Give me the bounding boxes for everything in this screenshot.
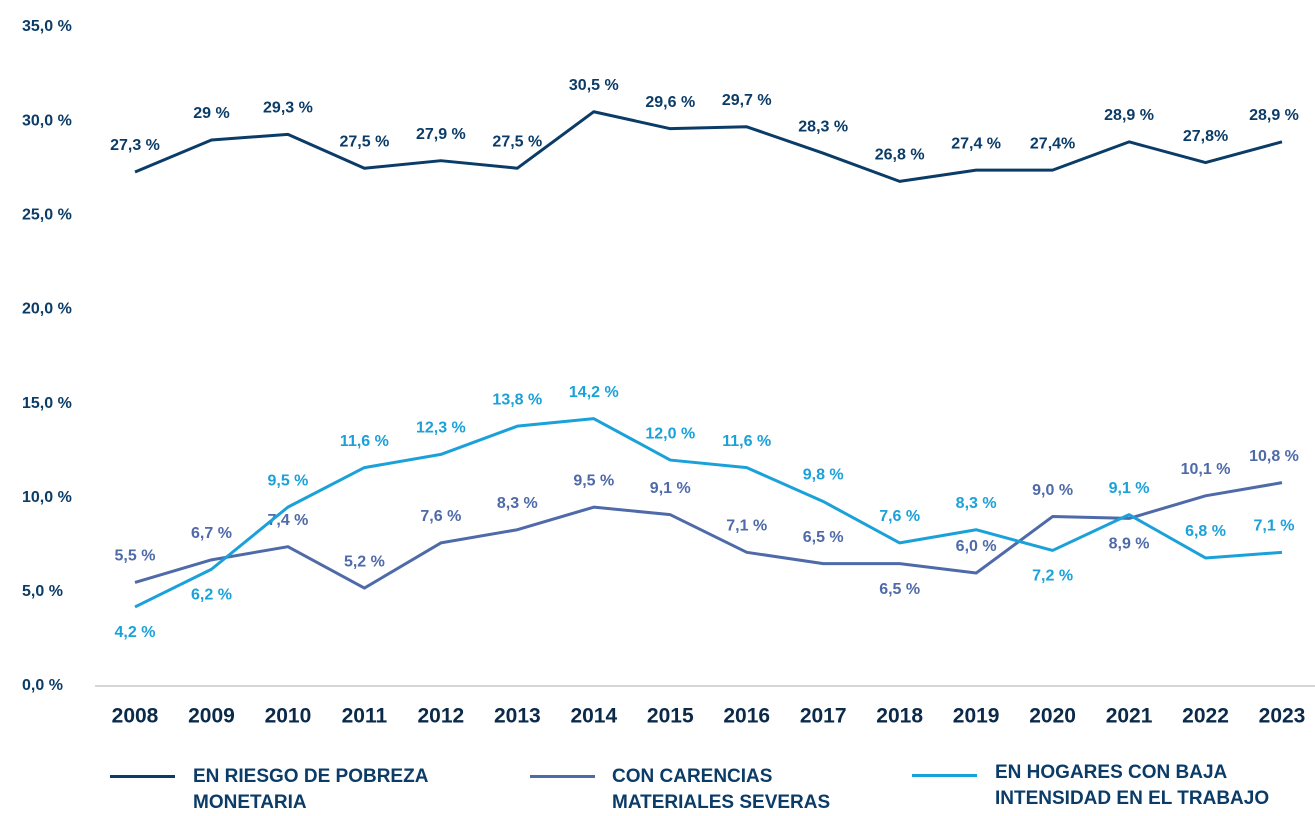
data-label: 12,0 % — [645, 425, 695, 442]
data-label: 6,2 % — [191, 586, 232, 603]
x-tick-label: 2019 — [953, 705, 1000, 728]
data-label: 9,5 % — [267, 472, 308, 489]
x-tick-label: 2009 — [188, 705, 235, 728]
legend-swatch — [912, 774, 977, 777]
data-label: 9,5 % — [573, 472, 614, 489]
data-label: 27,8% — [1183, 128, 1228, 145]
legend-label: CON CARENCIAS MATERIALES SEVERAS — [612, 766, 831, 813]
x-tick-label: 2011 — [342, 705, 388, 728]
y-tick-label: 35,0 % — [22, 18, 72, 35]
data-label: 5,5 % — [115, 548, 156, 565]
x-tick-label: 2014 — [570, 705, 617, 728]
y-tick-label: 20,0 % — [22, 301, 72, 318]
data-label: 28,3 % — [798, 118, 848, 135]
x-tick-label: 2008 — [112, 705, 159, 728]
data-label: 9,1 % — [650, 480, 691, 497]
series-line — [134, 417, 1283, 609]
series-line — [134, 110, 1283, 183]
data-label: 7,6 % — [420, 508, 461, 525]
data-label: 12,3 % — [416, 420, 466, 437]
data-label: 10,1 % — [1181, 461, 1231, 478]
data-label: 27,4% — [1030, 135, 1075, 152]
data-label: 8,3 % — [956, 495, 997, 512]
data-label: 7,1 % — [726, 518, 767, 535]
data-label: 27,9 % — [416, 126, 466, 143]
data-label: 29,6 % — [645, 94, 695, 111]
data-label: 8,9 % — [1109, 536, 1150, 553]
data-label: 4,2 % — [115, 624, 156, 641]
x-tick-label: 2023 — [1259, 705, 1306, 728]
y-tick-label: 25,0 % — [22, 207, 72, 224]
data-label: 6,0 % — [956, 538, 997, 555]
data-label: 14,2 % — [569, 384, 619, 401]
legend-label: EN HOGARES CON BAJA INTENSIDAD EN EL TRA… — [995, 762, 1270, 809]
data-label: 9,1 % — [1109, 480, 1150, 497]
series-line — [134, 481, 1283, 590]
x-tick-label: 2018 — [876, 705, 923, 728]
data-label: 11,6 % — [722, 433, 771, 450]
data-label: 27,3 % — [110, 137, 160, 154]
data-label: 28,9 % — [1249, 107, 1299, 124]
data-label: 11,6 % — [340, 433, 389, 450]
data-label: 29,7 % — [722, 92, 772, 109]
x-tick-label: 2017 — [800, 705, 847, 728]
data-label: 6,5 % — [803, 529, 844, 546]
y-tick-label: 5,0 % — [22, 583, 63, 600]
x-tick-label: 2013 — [494, 705, 541, 728]
data-label: 7,1 % — [1254, 518, 1295, 535]
data-label: 27,5 % — [492, 133, 542, 150]
x-tick-label: 2012 — [418, 705, 465, 728]
data-label: 13,8 % — [492, 391, 542, 408]
y-tick-label: 10,0 % — [22, 489, 72, 506]
y-tick-label: 0,0 % — [22, 677, 63, 694]
data-label: 6,8 % — [1185, 523, 1226, 540]
data-label: 29 % — [193, 105, 229, 122]
x-tick-label: 2016 — [723, 705, 770, 728]
data-label: 9,8 % — [803, 467, 844, 484]
y-tick-label: 30,0 % — [22, 112, 72, 129]
data-label: 30,5 % — [569, 77, 619, 94]
x-tick-label: 2010 — [265, 705, 312, 728]
data-label: 6,7 % — [191, 525, 232, 542]
x-tick-label: 2022 — [1182, 705, 1229, 728]
data-label: 27,4 % — [951, 135, 1001, 152]
data-label: 9,0 % — [1032, 482, 1073, 499]
data-label: 5,2 % — [344, 553, 385, 570]
data-label: 10,8 % — [1249, 448, 1299, 465]
data-label: 26,8 % — [875, 147, 925, 164]
data-label: 7,6 % — [879, 508, 920, 525]
x-tick-label: 2015 — [647, 705, 694, 728]
data-label: 6,5 % — [879, 581, 920, 598]
y-tick-label: 15,0 % — [22, 395, 72, 412]
data-label: 7,2 % — [1032, 568, 1073, 585]
data-label: 28,9 % — [1104, 107, 1154, 124]
legend-swatch — [530, 775, 595, 778]
data-label: 27,5 % — [339, 133, 389, 150]
x-tick-label: 2020 — [1029, 705, 1076, 728]
data-label: 29,3 % — [263, 100, 313, 117]
chart: 0,0 % 5,0 % 10,0 % 15,0 % 20,0 % 25,0 % 30,0 %… — [22, 18, 1315, 728]
data-label: 8,3 % — [497, 495, 538, 512]
x-tick-label: 2021 — [1106, 705, 1153, 728]
legend-swatch — [110, 775, 175, 778]
legend-label: EN RIESGO DE POBREZA MONETARIA — [193, 766, 428, 813]
